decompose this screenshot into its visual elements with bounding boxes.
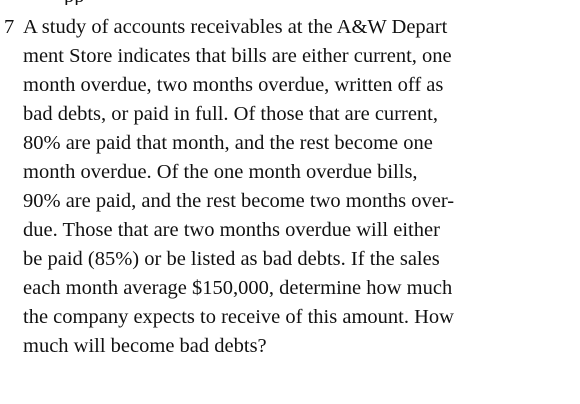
problem-number: 7 [4,16,15,38]
problem-line-2: ment Store indicates that bills are eith… [23,45,452,67]
problem-line-11: the company expects to receive of this a… [23,306,454,328]
problem-line-3: month overdue, two months overdue, writt… [23,74,444,96]
problem-line-7: 90% are paid, and the rest become two mo… [23,190,455,212]
problem-line-9: be paid (85%) or be listed as bad debts.… [23,248,440,270]
problem-line-1: A study of accounts receivables at the A… [23,16,448,38]
cropped-heading-text: pp [64,0,100,5]
cropped-heading-fragment: pp [64,0,100,5]
problem-line-12: much will become bad debts? [23,335,267,357]
problem-line-8: due. Those that are two months overdue w… [23,219,440,241]
problem-line-6: month overdue. Of the one month overdue … [23,161,418,183]
problem-line-10: each month average $150,000, determine h… [23,277,453,299]
problem-line-5: 80% are paid that month, and the rest be… [23,132,433,154]
problem-line-4: bad debts, or paid in full. Of those tha… [23,103,438,125]
